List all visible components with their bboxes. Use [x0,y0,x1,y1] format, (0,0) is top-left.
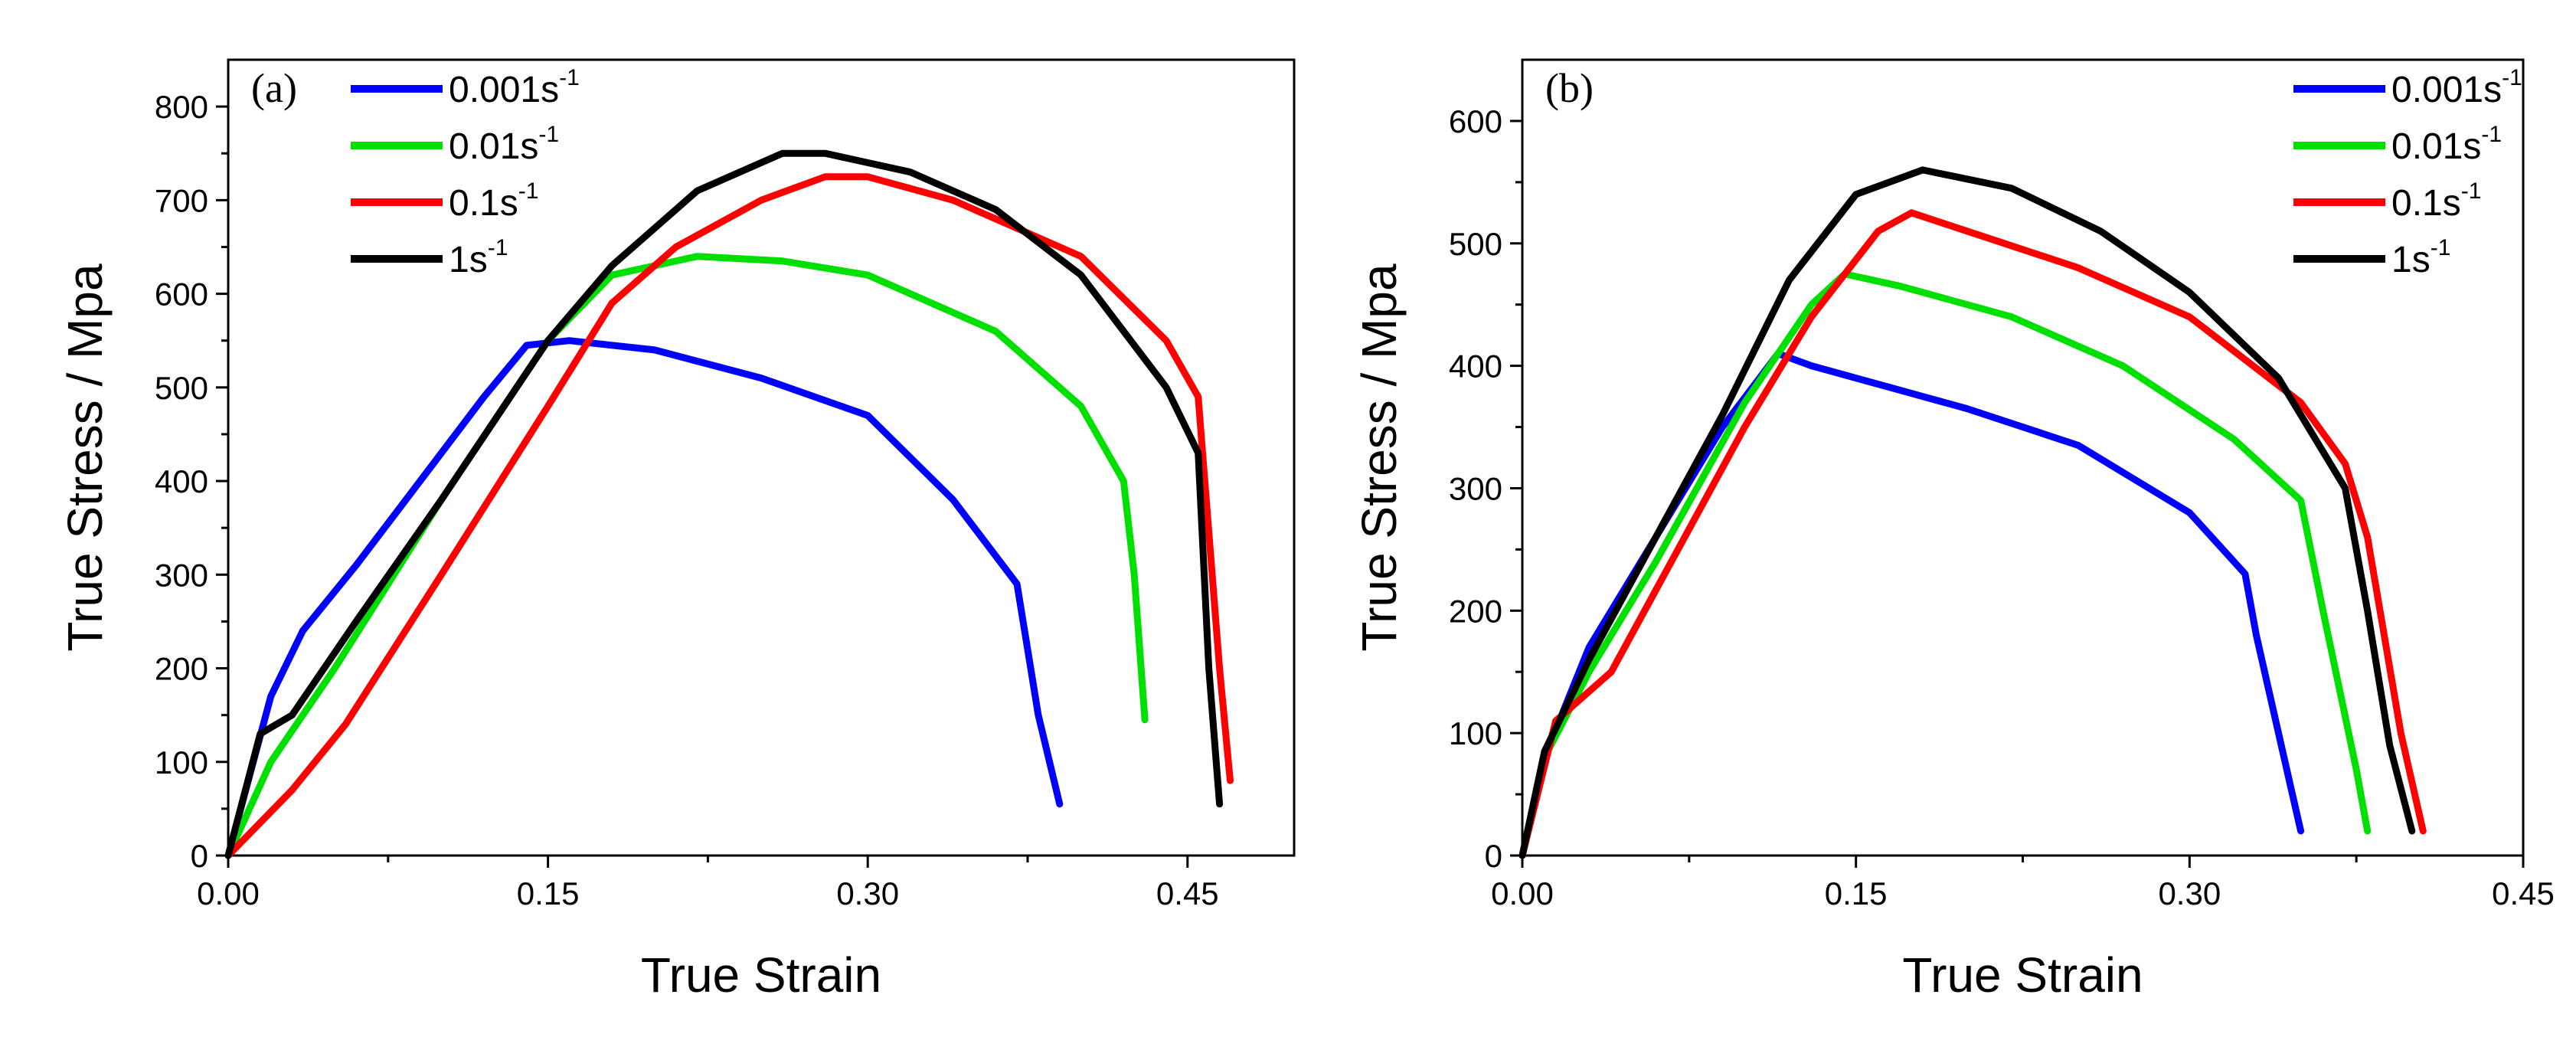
legend-label-superscript: -1 [2431,235,2451,260]
x-tick-label: 0.15 [1825,875,1888,911]
y-tick-label: 0 [191,838,208,874]
y-tick-label: 100 [1449,715,1502,751]
series-line-3 [224,149,1224,859]
x-axis-title: True Strain [641,947,881,1003]
x-tick-label: 0.00 [197,875,260,911]
series-line-1 [1518,270,2372,859]
series-line-2 [1518,209,2427,859]
y-tick-label: 0 [1485,838,1502,874]
y-tick-label: 800 [155,89,208,125]
y-tick-label: 100 [155,744,208,780]
panel-label: (b) [1545,65,1594,111]
legend-label: 0.001s [449,70,559,110]
y-axis-title: True Stress / Mpa [57,263,113,652]
series-line-0 [1518,350,2305,859]
y-tick-label: 500 [155,370,208,406]
legend-label: 0.001s [2391,70,2502,110]
legend-entry: 1s-1 [449,235,508,280]
legend-label: 0.01s [2391,126,2481,167]
chart-panel-a: 0.00 0.15 0.30 0.45 0 100 200 300 400 500 600 700 80… [57,58,1296,1003]
legend-entry: 0.01s-1 [2391,122,2502,167]
series-line-2 [224,173,1234,859]
y-tick-label: 200 [155,651,208,687]
legend-label-superscript: -1 [2502,65,2522,90]
y-tick-label: 600 [155,276,208,312]
panel-label: (a) [251,65,297,111]
legend-label: 0.1s [449,183,518,224]
legend-entry: 1s-1 [2391,235,2450,280]
legend-label-superscript: -1 [2461,178,2482,204]
plot-frame [227,58,1296,857]
y-tick-label: 600 [1449,103,1502,139]
legend-label-superscript: -1 [538,122,559,147]
chart-panel-b: 0.00 0.15 0.30 0.45 0 100 200 300 400 500 600 True … [1352,58,2555,1003]
x-tick-label: 0.30 [2158,875,2221,911]
legend-entry: 0.001s-1 [449,65,580,110]
y-axis-title: True Stress / Mpa [1352,263,1407,652]
y-tick-label: 300 [155,557,208,593]
x-tick-label: 0.00 [1491,875,1554,911]
legend-entry: 0.001s-1 [2391,65,2522,110]
x-tick-label: 0.15 [517,875,580,911]
legend-label-superscript: -1 [518,178,539,204]
plot-frame [1521,58,2525,857]
legend-entry: 0.01s-1 [449,122,559,167]
legend-label-superscript: -1 [2481,122,2502,147]
legend-label: 1s [449,240,488,280]
y-tick-label: 400 [1449,348,1502,384]
y-tick-label: 500 [1449,226,1502,262]
x-axis-title: True Strain [1902,947,2143,1003]
x-tick-label: 0.45 [1156,875,1219,911]
y-tick-label: 200 [1449,593,1502,629]
legend-label: 0.1s [2391,183,2461,224]
y-tick-label: 700 [155,182,208,218]
x-tick-label: 0.45 [2492,875,2555,911]
y-tick-label: 300 [1449,470,1502,506]
series-line-3 [1518,166,2416,859]
legend-entry: 0.1s-1 [449,178,538,224]
legend-entry: 0.1s-1 [2391,178,2481,224]
legend-label-superscript: -1 [488,235,508,260]
x-tick-label: 0.30 [836,875,899,911]
y-tick-label: 400 [155,463,208,499]
legend-label: 0.01s [449,126,538,167]
series-line-1 [224,253,1149,859]
legend-label-superscript: -1 [559,65,580,90]
legend-label: 1s [2391,240,2431,280]
series-line-0 [224,337,1064,859]
